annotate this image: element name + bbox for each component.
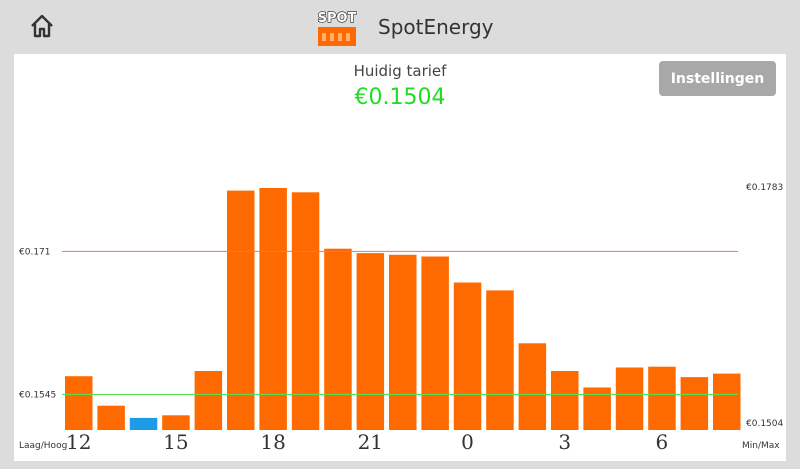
x-tick-label: 18: [260, 430, 285, 454]
app-logo: SPOT: [316, 7, 358, 47]
main-panel: Huidig tarief €0.1504 Instellingen €0.17…: [14, 54, 786, 461]
chart-bar: [324, 248, 352, 430]
x-tick-label: 15: [163, 430, 188, 454]
current-tariff-label: Huidig tarief: [353, 62, 447, 80]
min-price-label: €0.1504: [746, 419, 783, 429]
chart-bar: [259, 188, 287, 430]
x-tick-label: 3: [558, 430, 571, 454]
chart-bar: [194, 371, 223, 430]
low-line-label: €0.1545: [19, 390, 56, 400]
chart-bar: [389, 254, 417, 430]
settings-button[interactable]: Instellingen: [659, 61, 776, 96]
x-tick-label: 12: [66, 430, 91, 454]
chart-bar: [680, 377, 709, 430]
chart-bar: [97, 405, 125, 430]
chart-bar: [453, 282, 482, 430]
top-bar: SPOT SpotEnergy: [0, 0, 800, 54]
chart-bar: [551, 371, 579, 430]
current-tariff-value: €0.1504: [354, 85, 446, 110]
chart-bar: [227, 190, 255, 430]
x-tick-label: 0: [461, 430, 474, 454]
home-icon[interactable]: [28, 12, 56, 40]
high-line-label: €0.171: [19, 247, 51, 257]
svg-text:SPOT: SPOT: [318, 11, 357, 26]
price-chart: €0.171 €0.1545 €0.1783 €0.1504 Laag/Hoog Min/…: [19, 183, 783, 454]
chart-bar: [615, 367, 644, 430]
left-axis-caption: Laag/Hoog: [19, 441, 67, 451]
chart-bar: [356, 253, 385, 430]
chart-bar: [713, 373, 741, 430]
chart-bar: [162, 415, 190, 430]
chart-bar: [65, 376, 93, 430]
right-axis-caption: Min/Max: [742, 441, 780, 451]
chart-bar: [421, 256, 449, 430]
x-tick-label: 6: [656, 430, 669, 454]
x-tick-label: 21: [358, 430, 383, 454]
chart-bar: [486, 290, 514, 430]
chart-bar: [291, 192, 320, 430]
app-title: SpotEnergy: [378, 15, 494, 39]
chart-bar: [648, 366, 676, 430]
chart-bar: [129, 417, 158, 430]
max-price-label: €0.1783: [746, 183, 783, 193]
chart-bar: [518, 343, 547, 430]
